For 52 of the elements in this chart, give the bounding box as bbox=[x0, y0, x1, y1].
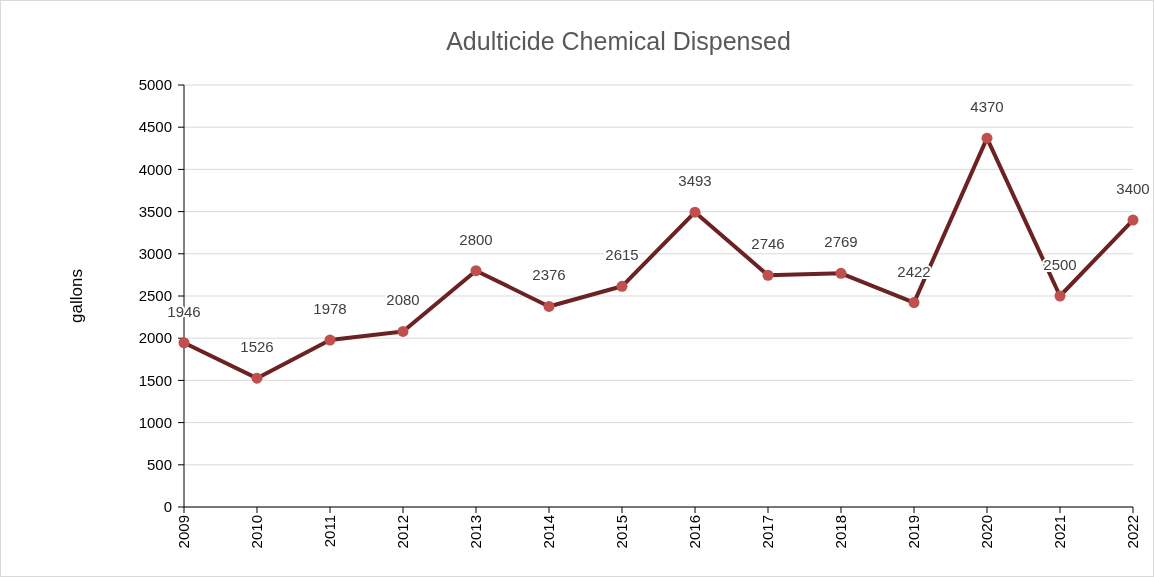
data-label: 2800 bbox=[459, 230, 493, 248]
point bbox=[616, 280, 628, 292]
x-tick-label: 2015 bbox=[613, 515, 630, 549]
data-label: 2080 bbox=[386, 291, 420, 309]
y-tick-label: 2000 bbox=[138, 329, 172, 347]
y-tick-label: 1000 bbox=[138, 413, 172, 431]
point bbox=[981, 132, 993, 144]
y-tick-label: 500 bbox=[146, 456, 172, 474]
data-label: 4370 bbox=[970, 98, 1004, 116]
y-tick-label: 1500 bbox=[138, 371, 172, 389]
point bbox=[543, 300, 555, 312]
point bbox=[762, 269, 774, 281]
point bbox=[1054, 290, 1066, 302]
x-tick-label: 2022 bbox=[1124, 515, 1141, 549]
data-label: 1526 bbox=[240, 338, 274, 356]
x-tick-label: 2018 bbox=[832, 515, 849, 549]
y-tick-label: 4500 bbox=[138, 118, 172, 136]
y-tick-label: 0 bbox=[163, 498, 172, 516]
data-label: 2376 bbox=[532, 266, 566, 284]
point bbox=[470, 265, 482, 277]
point bbox=[178, 337, 190, 349]
x-tick-label: 2013 bbox=[467, 515, 484, 549]
data-label: 3400 bbox=[1116, 180, 1150, 198]
x-tick-label: 2012 bbox=[394, 515, 411, 549]
data-label: 2615 bbox=[605, 246, 639, 264]
chart-title: Adulticide Chemical Dispensed bbox=[446, 27, 791, 55]
x-tick-label: 2019 bbox=[905, 515, 922, 549]
point bbox=[324, 334, 336, 346]
y-axis-title: gallons bbox=[67, 269, 86, 323]
data-label: 2769 bbox=[824, 233, 858, 251]
point bbox=[1127, 214, 1139, 226]
data-label: 3493 bbox=[678, 172, 712, 190]
y-tick-label: 5000 bbox=[138, 76, 172, 94]
x-tick-label: 2010 bbox=[248, 515, 265, 549]
x-tick-label: 2009 bbox=[175, 515, 192, 549]
y-tick-label: 3500 bbox=[138, 202, 172, 220]
y-tick-label: 3000 bbox=[138, 245, 172, 263]
x-tick-label: 2021 bbox=[1051, 515, 1068, 549]
x-tick-label: 2016 bbox=[686, 515, 703, 549]
x-tick-label: 2011 bbox=[321, 515, 338, 548]
x-tick-label: 2014 bbox=[540, 515, 557, 549]
y-tick-label: 2500 bbox=[138, 287, 172, 305]
x-tick-label: 2017 bbox=[759, 515, 776, 549]
data-label: 2746 bbox=[751, 235, 785, 253]
point bbox=[689, 206, 701, 218]
point bbox=[251, 372, 263, 384]
data-label: 1978 bbox=[313, 300, 347, 318]
y-tick-label: 4000 bbox=[138, 160, 172, 178]
x-tick-label: 2020 bbox=[978, 515, 995, 549]
point bbox=[835, 267, 847, 279]
point bbox=[908, 297, 920, 309]
point bbox=[397, 325, 409, 337]
